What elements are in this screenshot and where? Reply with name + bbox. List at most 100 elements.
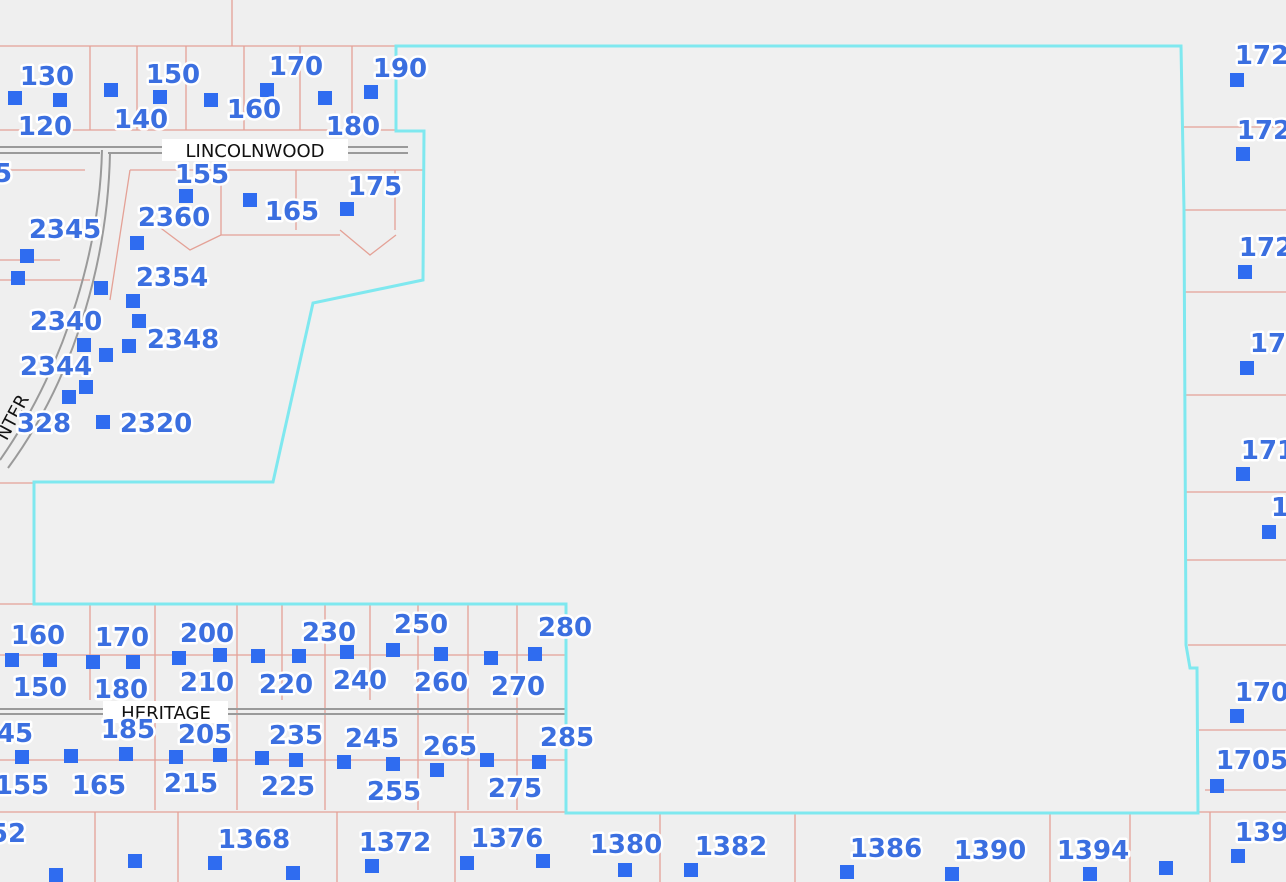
address-point: [86, 655, 100, 669]
address-label: 172: [1239, 233, 1286, 263]
address-point: [1210, 779, 1224, 793]
address-point: [96, 415, 110, 429]
address-point: [251, 649, 265, 663]
address-label: 180: [94, 675, 148, 705]
address-point: [340, 645, 354, 659]
address-point: [62, 390, 76, 404]
address-point: [130, 236, 144, 250]
address-label: 17: [1250, 329, 1286, 359]
address-label: 1376: [471, 824, 543, 854]
address-point: [340, 202, 354, 216]
address-point: [434, 647, 448, 661]
address-label: 205: [178, 720, 232, 750]
address-point: [1230, 709, 1244, 723]
address-label: 230: [302, 618, 356, 648]
address-label: 220: [259, 670, 313, 700]
address-point: [430, 763, 444, 777]
street-label: LINCOLNWOOD: [185, 141, 324, 162]
address-label: 240: [333, 666, 387, 696]
address-point: [49, 868, 63, 882]
address-point: [1236, 467, 1250, 481]
address-point: [318, 91, 332, 105]
address-point: [153, 90, 167, 104]
address-point: [618, 863, 632, 877]
address-point: [208, 856, 222, 870]
address-label: 170: [269, 52, 323, 82]
address-label: 265: [423, 732, 477, 762]
address-label: 250: [394, 610, 448, 640]
address-point: [460, 856, 474, 870]
address-label: 275: [488, 774, 542, 804]
address-point: [255, 751, 269, 765]
street-label-bg: [103, 701, 228, 723]
address-label: 328: [17, 409, 71, 439]
address-label: 245: [345, 724, 399, 754]
address-label: 165: [72, 771, 126, 801]
address-label: 210: [180, 668, 234, 698]
address-label: 5: [0, 159, 12, 189]
selected-parcel-boundary[interactable]: [32, 44, 1200, 815]
address-label: 1372: [359, 828, 431, 858]
address-point: [15, 750, 29, 764]
address-point: [286, 866, 300, 880]
address-point: [243, 193, 257, 207]
address-label: 235: [269, 721, 323, 751]
address-point: [536, 854, 550, 868]
address-label: 1390: [954, 836, 1026, 866]
address-label: 180: [326, 112, 380, 142]
address-point: [528, 647, 542, 661]
address-point: [104, 83, 118, 97]
address-label: 1705: [1216, 746, 1286, 776]
address-point: [204, 93, 218, 107]
address-point: [1262, 525, 1276, 539]
address-point: [99, 348, 113, 362]
address-point: [77, 338, 91, 352]
address-point: [1240, 361, 1254, 375]
address-point: [213, 648, 227, 662]
address-point: [94, 281, 108, 295]
address-point: [337, 755, 351, 769]
address-label: 2354: [136, 263, 208, 293]
address-label: 171: [1241, 436, 1286, 466]
address-label: 255: [367, 777, 421, 807]
address-label: 1380: [590, 830, 662, 860]
address-point: [20, 249, 34, 263]
address-point: [126, 655, 140, 669]
address-label: 150: [146, 60, 200, 90]
address-point: [213, 748, 227, 762]
street-label: HERITAGE: [121, 703, 211, 724]
address-point: [289, 753, 303, 767]
address-label: 52: [0, 819, 26, 849]
address-label: 280: [538, 613, 592, 643]
address-label: 2340: [30, 307, 102, 337]
address-label: 285: [540, 723, 594, 753]
address-point: [128, 854, 142, 868]
address-point: [480, 753, 494, 767]
address-point: [126, 294, 140, 308]
address-label: 200: [180, 619, 234, 649]
address-label: 260: [414, 668, 468, 698]
address-label: 2344: [20, 352, 92, 382]
address-point: [365, 859, 379, 873]
address-label: 215: [164, 769, 218, 799]
address-label: 270: [491, 672, 545, 702]
address-point: [11, 271, 25, 285]
address-label: 170: [1235, 678, 1286, 708]
address-point: [169, 750, 183, 764]
address-label: 170: [95, 623, 149, 653]
address-label: 155: [175, 160, 229, 190]
address-point: [292, 649, 306, 663]
address-point: [119, 747, 133, 761]
address-label: 1394: [1057, 836, 1129, 866]
address-point: [172, 651, 186, 665]
address-label: 185: [101, 715, 155, 745]
address-label: 2320: [120, 409, 192, 439]
address-label: 1382: [695, 832, 767, 862]
address-point: [132, 314, 146, 328]
address-point: [1083, 867, 1097, 881]
address-label: 160: [227, 95, 281, 125]
address-point: [945, 867, 959, 881]
